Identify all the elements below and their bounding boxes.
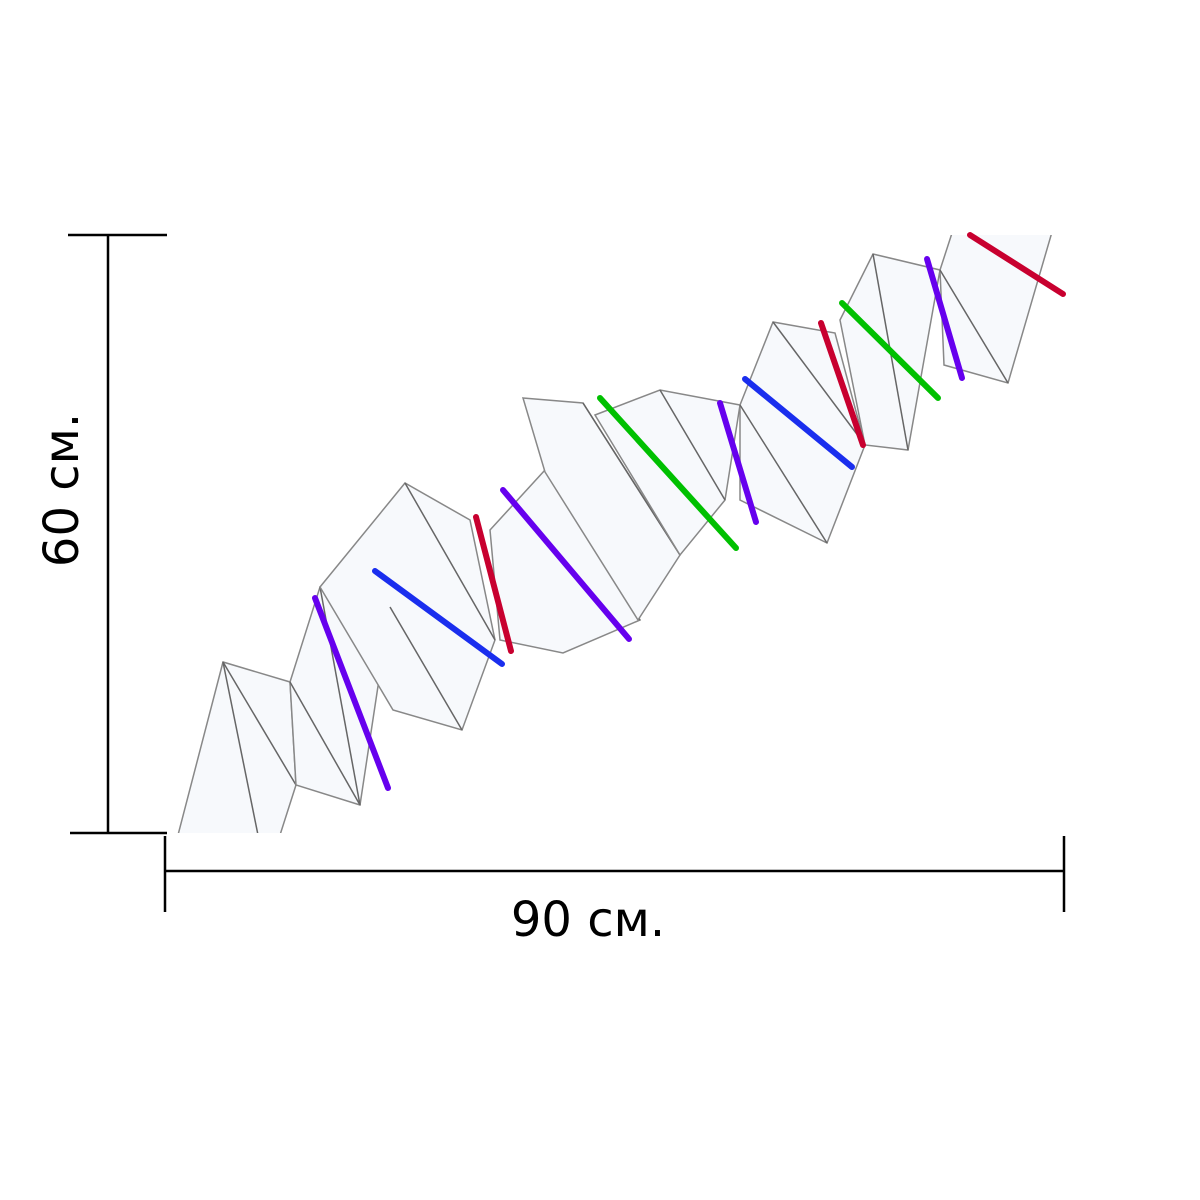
artwork [177,235,1052,833]
width-label: 90 см. [511,892,665,948]
height-label: 60 см. [34,413,90,567]
dimension-lines [68,233,1066,912]
stripes [312,232,1066,791]
